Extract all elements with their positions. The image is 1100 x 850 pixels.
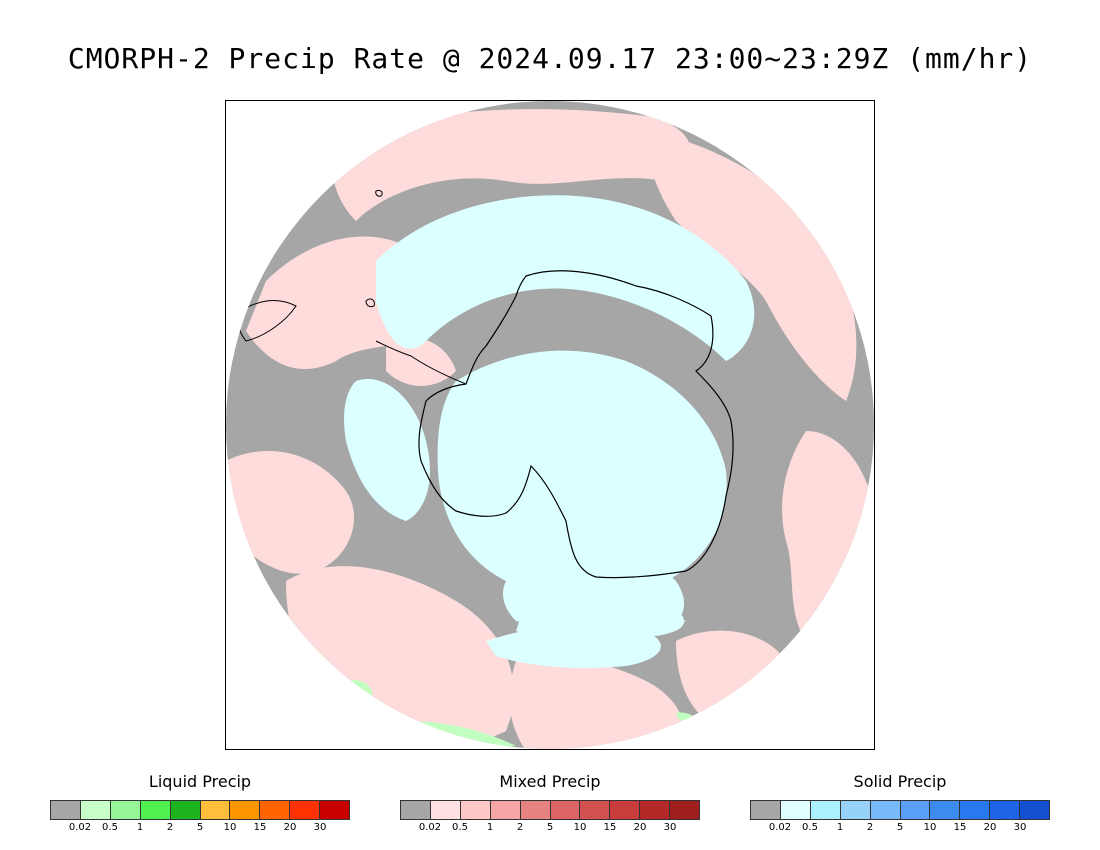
- legend-title: Liquid Precip: [148, 772, 252, 791]
- legend-tick-label: 15: [953, 822, 967, 833]
- solid-precip-areas: [344, 195, 755, 668]
- legend-colorbar: [750, 800, 1050, 820]
- legend-swatch: [930, 801, 961, 819]
- legend-swatch: [80, 801, 111, 819]
- legend-tick-label: 15: [603, 822, 617, 833]
- legend-swatch: [670, 801, 700, 819]
- legend-tick-label: 20: [633, 822, 647, 833]
- antarctic-peninsula-coastline: [375, 340, 467, 385]
- legend-swatch: [401, 801, 431, 819]
- legend-tick-label: 1: [836, 822, 844, 833]
- legend-tick-label: 30: [313, 822, 327, 833]
- legend-tick-label: 15: [253, 822, 267, 833]
- map-title: CMORPH-2 Precip Rate @ 2024.09.17 23:00~…: [67, 42, 1033, 75]
- legend-ticks: 0.02 0.5 1 2 5 10 15 20 30: [50, 822, 350, 836]
- legend-tick-label: 1: [486, 822, 494, 833]
- legend-title: Mixed Precip: [499, 772, 601, 791]
- legend-swatch: [430, 801, 461, 819]
- legend-tick-label: 5: [196, 822, 204, 833]
- legend-tick-label: 0.02: [418, 822, 442, 833]
- legend-tick-label: 0.02: [68, 822, 92, 833]
- legend-swatch: [990, 801, 1021, 819]
- legend-title: Solid Precip: [853, 772, 947, 791]
- polar-map-svg: [226, 101, 874, 749]
- legend-swatch: [230, 801, 261, 819]
- legend-tick-label: 1: [136, 822, 144, 833]
- legend-swatch: [490, 801, 521, 819]
- legend-swatch: [170, 801, 201, 819]
- legend-swatch: [550, 801, 581, 819]
- legend-mixed: Mixed Precip 0.02 0.5 1 2 5 10 15 20 30: [400, 772, 700, 836]
- legend-swatch: [840, 801, 871, 819]
- legend-tick-label: 10: [573, 822, 587, 833]
- legend-solid: Solid Precip 0.02 0.5 1 2 5 10 15 20 30: [750, 772, 1050, 836]
- legend-tick-label: 10: [923, 822, 937, 833]
- legend-swatch: [1020, 801, 1050, 819]
- legend-tick-label: 0.5: [452, 822, 468, 833]
- legend-ticks: 0.02 0.5 1 2 5 10 15 20 30: [400, 822, 700, 836]
- legend-swatch: [900, 801, 931, 819]
- legend-swatch: [51, 801, 81, 819]
- legend-swatch: [290, 801, 321, 819]
- legend-tick-label: 30: [663, 822, 677, 833]
- legend-swatch: [520, 801, 551, 819]
- legend-swatch: [640, 801, 671, 819]
- legend-swatch: [810, 801, 841, 819]
- legend-liquid: Liquid Precip 0.02 0.5 1 2 5 10 15 20 30: [50, 772, 350, 836]
- legend-swatch: [870, 801, 901, 819]
- legend-colorbar: [50, 800, 350, 820]
- legend-tick-label: 0.5: [802, 822, 818, 833]
- legend-swatch: [460, 801, 491, 819]
- legend-swatch: [780, 801, 811, 819]
- legend-tick-label: 2: [866, 822, 874, 833]
- legend-colorbar: [400, 800, 700, 820]
- legend-tick-label: 2: [166, 822, 174, 833]
- legend-swatch: [960, 801, 991, 819]
- legend-swatch: [200, 801, 231, 819]
- legend-swatch: [610, 801, 641, 819]
- legend-tick-label: 0.02: [768, 822, 792, 833]
- legend-swatch: [580, 801, 611, 819]
- legend-tick-label: 30: [1013, 822, 1027, 833]
- legend-tick-label: 20: [983, 822, 997, 833]
- legend-tick-label: 10: [223, 822, 237, 833]
- legend-tick-label: 2: [516, 822, 524, 833]
- legend-swatch: [110, 801, 141, 819]
- legend-tick-label: 5: [546, 822, 554, 833]
- legend-swatch: [751, 801, 781, 819]
- legend-swatch: [260, 801, 291, 819]
- legend-swatch: [320, 801, 350, 819]
- legend-tick-label: 20: [283, 822, 297, 833]
- legend-ticks: 0.02 0.5 1 2 5 10 15 20 30: [750, 822, 1050, 836]
- islands-coastline: [365, 190, 383, 308]
- legend-tick-label: 0.5: [102, 822, 118, 833]
- legend-swatch: [140, 801, 171, 819]
- legend-tick-label: 5: [896, 822, 904, 833]
- precip-map: [225, 100, 875, 750]
